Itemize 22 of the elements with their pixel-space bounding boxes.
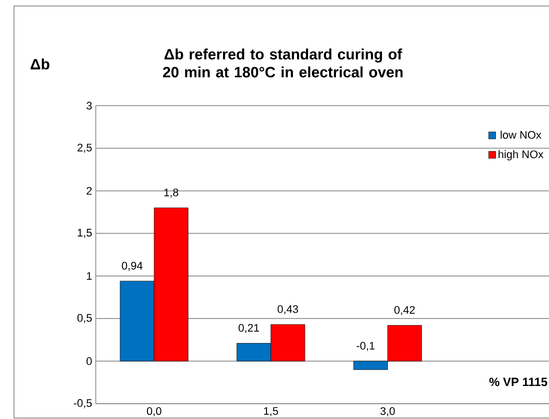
data-label: -0,1 [356,342,375,351]
y-tick-label: 1 [86,272,92,280]
data-label: 1,8 [164,188,178,198]
chart-title: Δb referred to standard curing of 20 min at 180°C in electrical oven [163,48,403,78]
x-tick-label: 3,0 [380,407,395,416]
y-tick-label: -0,5 [74,399,92,408]
x-axis-title: % VP 1115 [489,378,548,386]
data-label: 0,21 [238,324,259,334]
legend-label: high NOx [498,150,544,160]
x-tick-label: 1,5 [264,407,278,416]
y-tick-label: 1,5 [78,228,92,238]
y-tick-label: 0 [86,357,92,365]
data-label: 0,94 [122,262,142,271]
y-tick-label: 3 [86,102,92,110]
data-label: 0,43 [278,305,298,314]
legend-label: low NOx [500,130,542,139]
y-tick-label: 2 [86,187,92,195]
x-tick-label: 0,0 [146,407,162,416]
y-tick-label: 0,5 [77,314,92,324]
y-tick-label: 2,5 [78,144,92,153]
data-label: 0,42 [394,306,415,316]
y-axis-title: Δb [30,58,50,70]
